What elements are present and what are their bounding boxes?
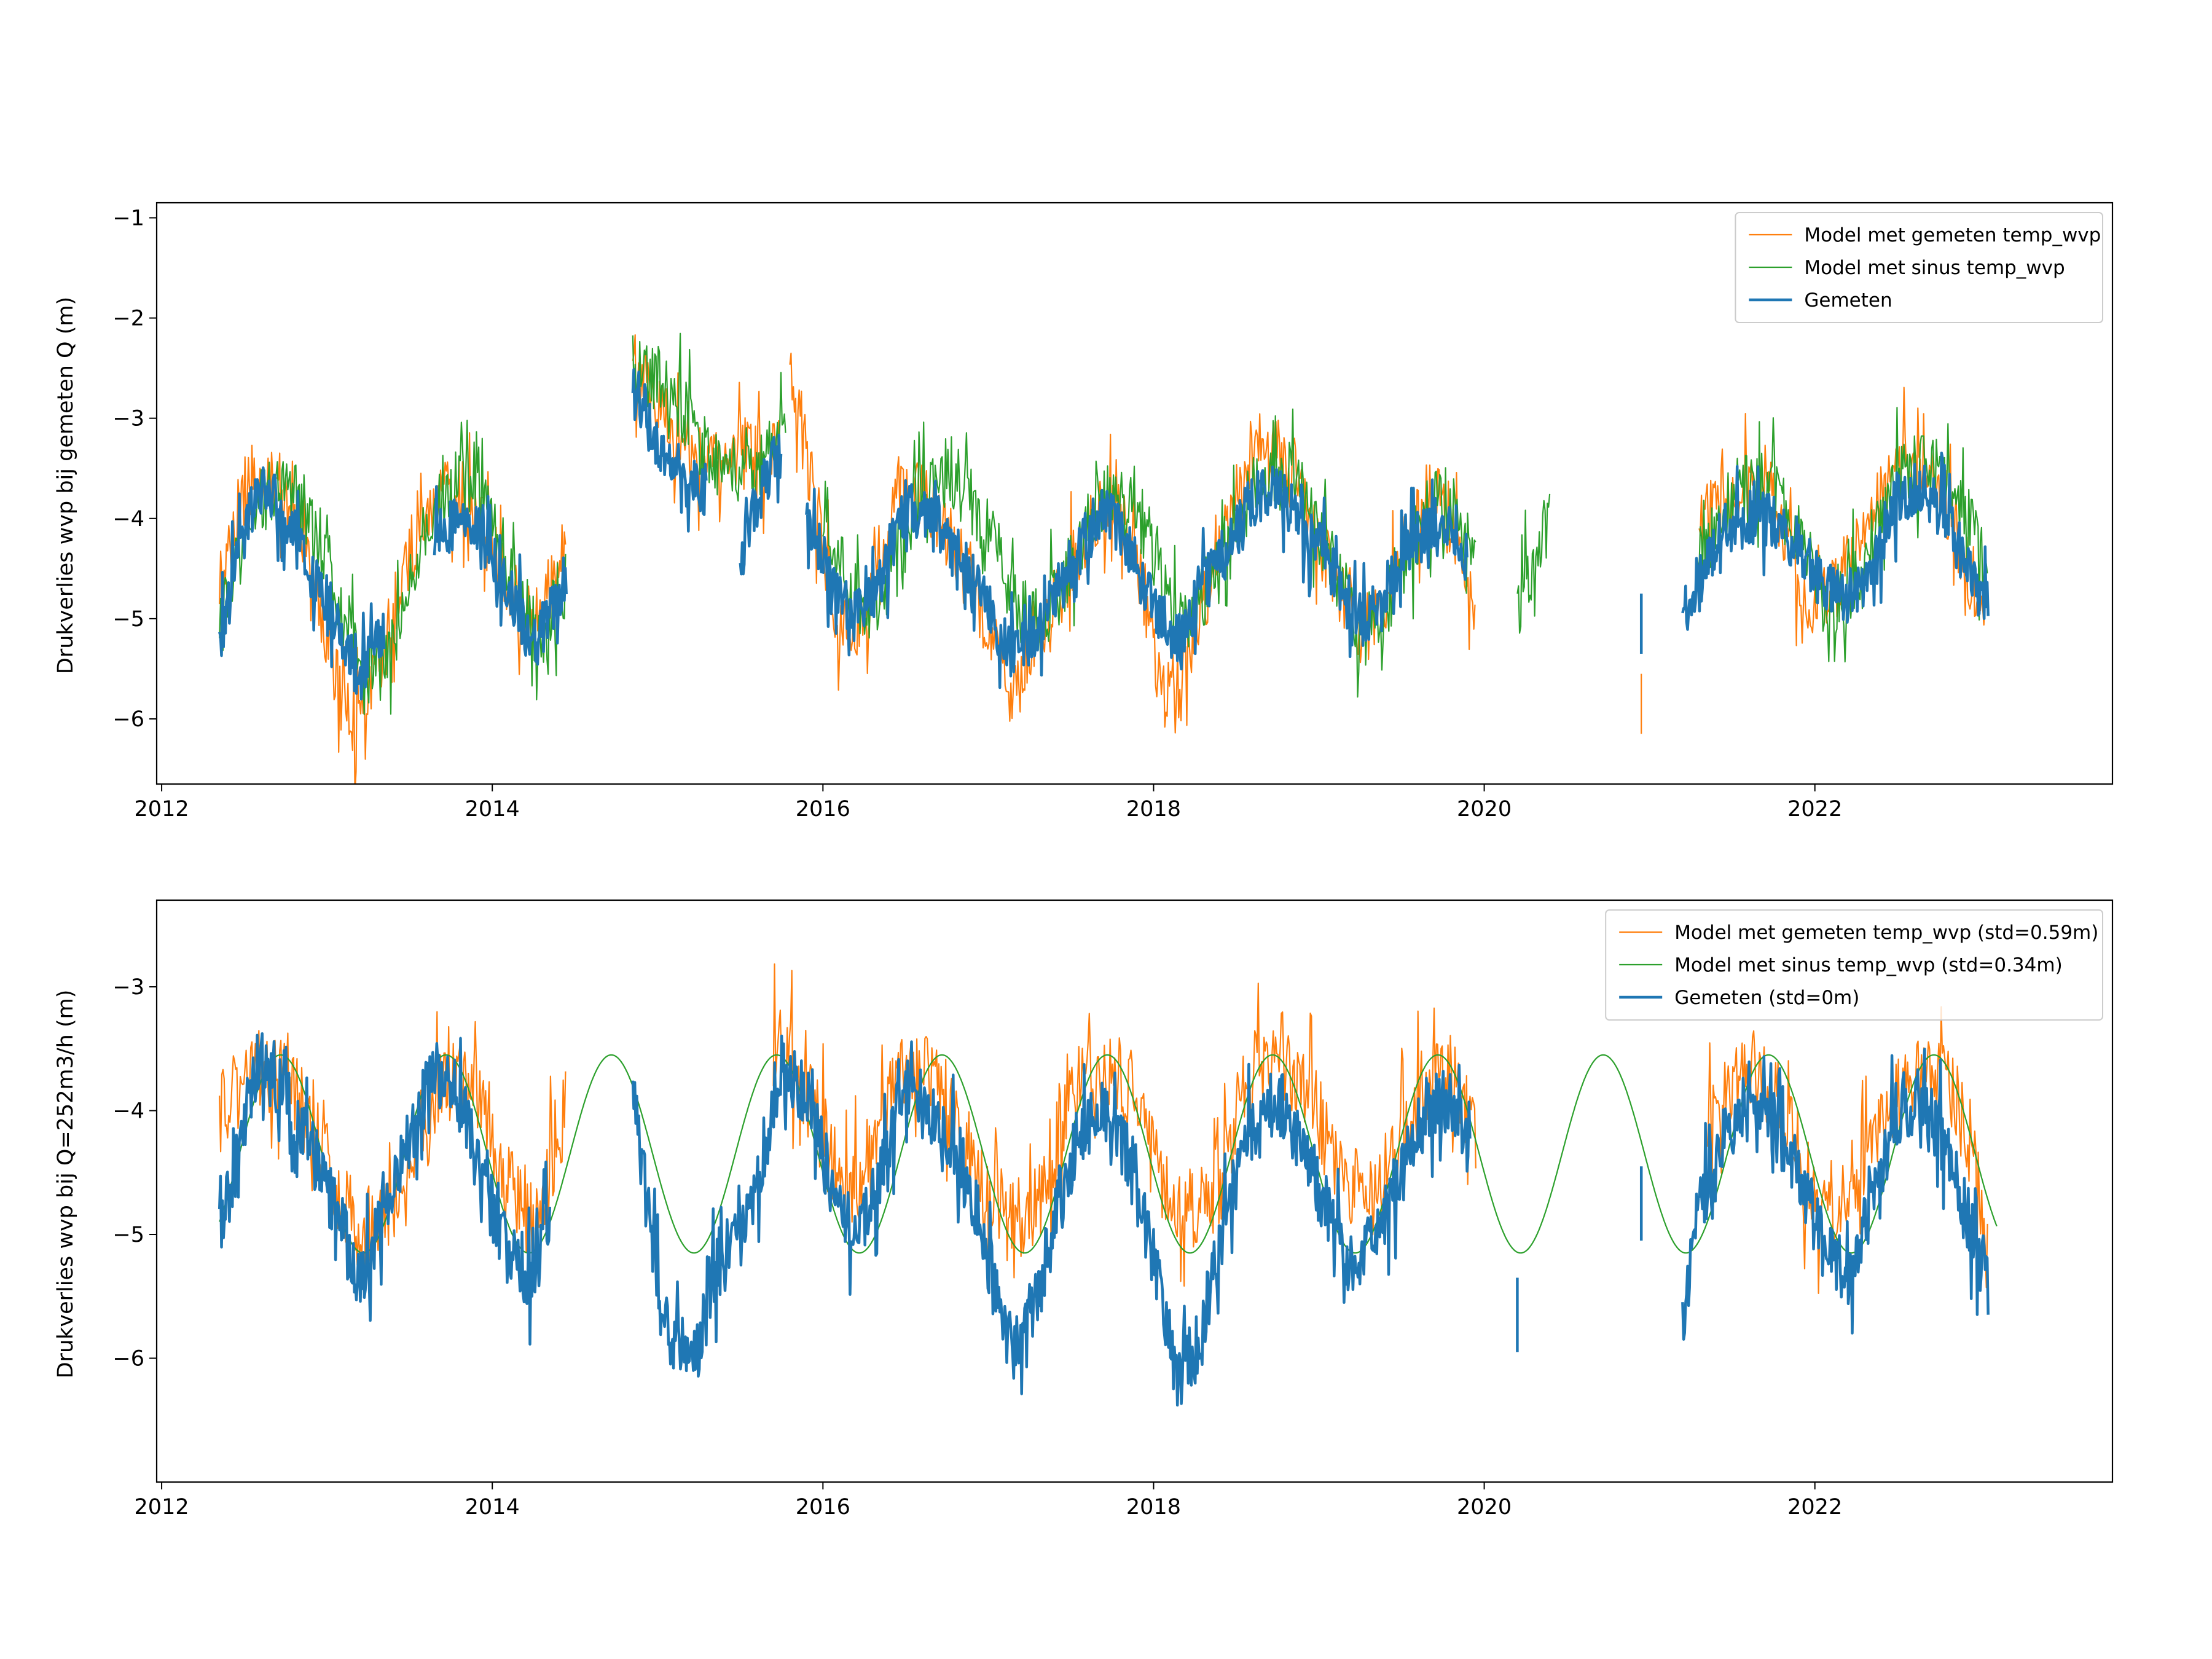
top-x-tick-label: 2012 xyxy=(135,797,189,822)
top-series-gemeten-segment xyxy=(805,465,1469,689)
bottom-legend-label: Model met gemeten temp_wvp (std=0.59m) xyxy=(1674,922,2098,944)
bottom-y-tick-label: −6 xyxy=(112,1347,144,1371)
top-series-gemeten-segment xyxy=(433,485,568,666)
bottom-series-model-gemeten-segment xyxy=(772,963,1477,1287)
bottom-panel: Drukverlies wvp bij Q=252m3/h (m) 2012 20… xyxy=(53,899,2114,1520)
top-y-axis-label: Drukverlies wvp bij gemeten Q (m) xyxy=(53,297,78,674)
top-series-gemeten-segment xyxy=(1681,452,1990,631)
top-y-tick-label: −2 xyxy=(112,307,144,331)
top-plot-frame xyxy=(155,202,2114,785)
top-panel: Drukverlies wvp bij gemeten Q (m) 2012 20… xyxy=(53,202,2114,822)
top-series-gemeten-segment xyxy=(218,466,386,701)
top-y-tick-label: −1 xyxy=(112,206,144,230)
top-legend: Model met gemeten temp_wvp Model met sinu… xyxy=(1735,212,2103,323)
top-y-tick-label: −4 xyxy=(112,507,144,531)
bottom-y-axis-label: Drukverlies wvp bij Q=252m3/h (m) xyxy=(53,990,78,1379)
top-x-tick-label: 2016 xyxy=(796,797,850,822)
bottom-x-tick-label: 2014 xyxy=(465,1495,520,1520)
top-x-tick-label: 2014 xyxy=(465,797,520,822)
top-series-gemeten-segment xyxy=(631,368,708,533)
bottom-x-tick-label: 2022 xyxy=(1787,1495,1842,1520)
top-legend-label: Model met gemeten temp_wvp xyxy=(1804,224,2101,246)
top-series-model-sinus-segment xyxy=(1516,493,1551,634)
bottom-series-gemeten xyxy=(218,1032,1990,1407)
bottom-x-tick-label: 2016 xyxy=(796,1495,850,1520)
bottom-y-tick-label: −4 xyxy=(112,1099,144,1124)
top-x-tick-label: 2020 xyxy=(1457,797,1512,822)
top-legend-label: Model met sinus temp_wvp xyxy=(1804,257,2065,279)
top-series-model-sinus-segment xyxy=(632,332,786,512)
bottom-legend-box xyxy=(1605,909,2103,1021)
top-plot-series xyxy=(218,332,1990,784)
top-x-tick-label: 2018 xyxy=(1126,797,1181,822)
bottom-axis-ticks: 2012 2014 2016 2018 2020 2022 −6 −5 −4 −3 xyxy=(112,975,1842,1520)
bottom-legend-label: Gemeten (std=0m) xyxy=(1674,987,1859,1009)
top-y-tick-label: −5 xyxy=(112,607,144,632)
bottom-y-tick-label: −5 xyxy=(112,1223,144,1247)
bottom-x-tick-label: 2020 xyxy=(1457,1495,1512,1520)
top-series-gemeten xyxy=(218,368,1990,701)
top-legend-label: Gemeten xyxy=(1804,289,1892,312)
top-axis-ticks: 2012 2014 2016 2018 2020 2022 −6 −5 −4 −3 −2 −1 xyxy=(112,206,1842,822)
bottom-plot-frame xyxy=(155,899,2114,1483)
bottom-legend-label: Model met sinus temp_wvp (std=0.34m) xyxy=(1674,954,2062,976)
bottom-series-model-gemeten-segment xyxy=(1706,1006,1988,1294)
top-x-tick-label: 2022 xyxy=(1787,797,1842,822)
bottom-series-gemeten-segment xyxy=(631,1034,1472,1407)
bottom-legend: Model met gemeten temp_wvp (std=0.59m) Mo… xyxy=(1605,909,2103,1021)
bottom-plot-series xyxy=(218,963,1998,1407)
bottom-y-tick-label: −3 xyxy=(112,975,144,1000)
bottom-x-tick-label: 2012 xyxy=(135,1495,189,1520)
top-y-tick-label: −6 xyxy=(112,707,144,732)
top-series-gemeten-segment xyxy=(739,433,783,576)
bottom-series-gemeten-segment xyxy=(1681,1048,1990,1341)
top-y-tick-label: −3 xyxy=(112,407,144,431)
top-legend-box xyxy=(1735,212,2103,323)
bottom-x-tick-label: 2018 xyxy=(1126,1495,1181,1520)
bottom-series-gemeten-segment xyxy=(218,1032,552,1346)
